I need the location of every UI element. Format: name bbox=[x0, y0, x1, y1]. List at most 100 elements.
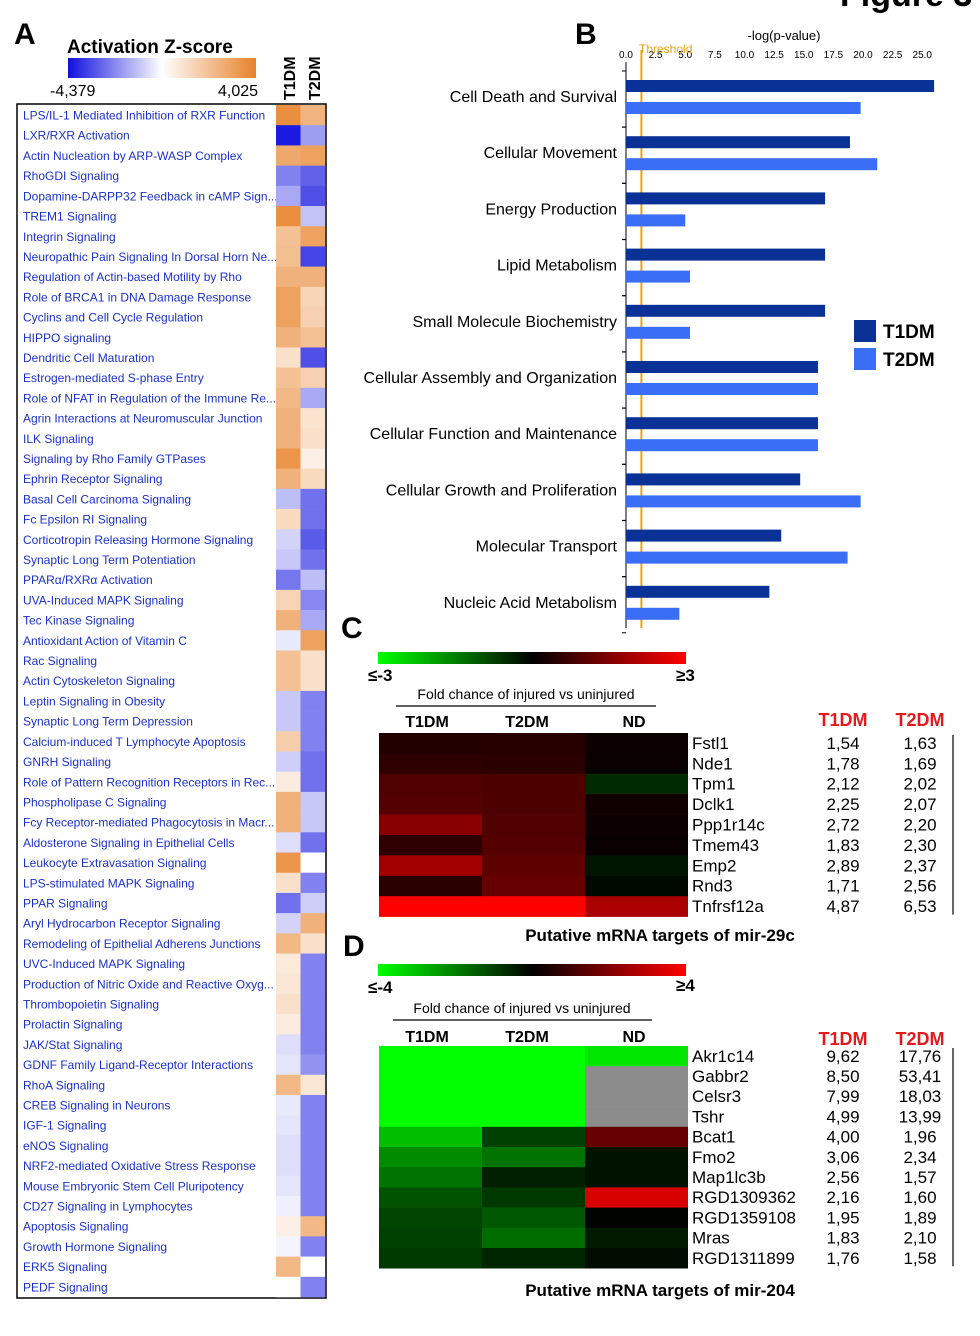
panel-d-cell bbox=[482, 1167, 585, 1188]
panel-b-category-label: Cellular Growth and Proliferation bbox=[386, 482, 617, 499]
panel-c-cell bbox=[585, 875, 688, 897]
panel-a-col-header-t2dm: T2DM bbox=[307, 56, 324, 100]
panel-b: B -log(p-value) 0.0 2.5 5.0 7.5 10.0 12.5 15.0… bbox=[364, 18, 935, 634]
panel-a-pathway-label: CD27 Signaling in Lymphocytes bbox=[23, 1200, 193, 1214]
panel-a-cell bbox=[300, 690, 325, 712]
panel-c-t2dm-value: 1,69 bbox=[903, 754, 936, 773]
panel-d-t2dm-value: 1,58 bbox=[903, 1249, 936, 1268]
panel-b-bar-t1dm bbox=[626, 417, 818, 430]
panel-a-pathway-label: Leukocyte Extravasation Signaling bbox=[23, 856, 206, 870]
panel-b-tick-label: 0.0 bbox=[619, 50, 633, 61]
panel-b-bar-t2dm bbox=[626, 270, 690, 283]
panel-a-scale-title: Activation Z-score bbox=[67, 37, 233, 58]
panel-d-gene-label: RGD1311899 bbox=[692, 1249, 795, 1268]
panel-a-cell bbox=[276, 973, 301, 995]
panel-a-cell bbox=[300, 307, 325, 328]
panel-a-cell bbox=[276, 549, 301, 570]
panel-c-cell bbox=[585, 773, 688, 795]
panel-d-cell bbox=[585, 1187, 688, 1208]
panel-a-cell bbox=[276, 387, 301, 409]
panel-a-cell bbox=[300, 1195, 325, 1217]
panel-a-pathway-label: RhoA Signaling bbox=[23, 1078, 105, 1092]
panel-c-gene-label: Rnd3 bbox=[692, 877, 733, 896]
panel-b-bar-t2dm bbox=[626, 551, 848, 564]
panel-d-cell bbox=[482, 1207, 585, 1229]
panel-a-pathway-label: Remodeling of Epithelial Adherens Juncti… bbox=[23, 937, 260, 951]
panel-a-cell bbox=[276, 812, 301, 833]
panel-d-cell bbox=[585, 1106, 688, 1128]
panel-c: C ≤-3 ≥3 Fold chance of injured vs uninj… bbox=[341, 612, 954, 945]
panel-d-cell bbox=[482, 1126, 585, 1148]
panel-d-gene-label: Celsr3 bbox=[692, 1087, 741, 1106]
panel-a-cell bbox=[276, 468, 301, 490]
panel-d-cell bbox=[482, 1106, 585, 1128]
panel-b-bar-t2dm bbox=[626, 102, 861, 114]
panel-c-cell bbox=[482, 875, 585, 897]
panel-a-cell bbox=[276, 105, 301, 126]
panel-a-cell bbox=[300, 286, 325, 308]
panel-c-scale-min: ≤-3 bbox=[368, 666, 392, 685]
panel-a-cell bbox=[300, 953, 325, 975]
panel-d-cell bbox=[482, 1248, 585, 1269]
panel-a-cell bbox=[276, 852, 301, 874]
panel-d-col-header: T1DM bbox=[405, 1029, 449, 1046]
panel-a-cell bbox=[300, 1094, 325, 1116]
panel-c-t1dm-value: 2,25 bbox=[826, 795, 859, 814]
panel-a-cell bbox=[300, 1256, 325, 1278]
panel-a-pathway-label: TREM1 Signaling bbox=[23, 210, 116, 224]
panel-c-col-header: ND bbox=[622, 714, 645, 731]
panel-b-tick-label: 20.0 bbox=[853, 50, 873, 61]
panel-a-pathway-label: UVC-Induced MAPK Signaling bbox=[23, 957, 185, 971]
panel-a-cell bbox=[300, 1236, 325, 1257]
panel-d-cell bbox=[585, 1046, 688, 1067]
panel-d-heatmap: T1DM T2DM ND Akr1c14 9,62 17,76 Gabbr2 8,50 53,4… bbox=[379, 1029, 954, 1269]
panel-d-cell bbox=[585, 1167, 688, 1188]
panel-d-t1dm-value: 3,06 bbox=[826, 1148, 859, 1167]
panel-d-cell bbox=[379, 1126, 482, 1148]
panel-a-cell bbox=[276, 690, 301, 712]
panel-b-bar-t1dm bbox=[626, 473, 801, 486]
panel-a-pathway-label: Rac Signaling bbox=[23, 654, 97, 668]
panel-c-letter: C bbox=[341, 612, 363, 645]
panel-c-cell bbox=[379, 814, 482, 836]
panel-d-cell bbox=[585, 1227, 688, 1249]
panel-b-bar-t1dm bbox=[626, 248, 826, 261]
panel-a-cell bbox=[276, 529, 301, 550]
panel-b-bar-t2dm bbox=[626, 607, 680, 620]
panel-a-pathway-label: Dendritic Cell Maturation bbox=[23, 351, 154, 365]
panel-d-gene-label: Map1lc3b bbox=[692, 1168, 766, 1187]
panel-a-cell bbox=[276, 408, 301, 429]
panel-a-cell bbox=[276, 266, 301, 288]
panel-c-cell bbox=[585, 814, 688, 836]
panel-d-cell bbox=[379, 1187, 482, 1208]
panel-d-cell bbox=[482, 1227, 585, 1249]
panel-a-pathway-label: Prolactin Signaling bbox=[23, 1018, 122, 1032]
panel-a-cell bbox=[300, 367, 325, 389]
panel-c-cell bbox=[585, 896, 688, 917]
panel-a-cell bbox=[276, 1256, 301, 1278]
panel-b-bar-t1dm bbox=[626, 304, 826, 317]
panel-b-category-label: Nucleic Acid Metabolism bbox=[444, 595, 617, 612]
panel-a-cell bbox=[276, 1175, 301, 1197]
panel-a-cell bbox=[300, 1216, 325, 1237]
panel-b-tick-label: 12.5 bbox=[764, 50, 784, 61]
panel-d-t1dm-value: 1,95 bbox=[826, 1208, 859, 1227]
panel-c-t1dm-value: 2,72 bbox=[826, 816, 859, 835]
panel-a-cell bbox=[276, 1195, 301, 1217]
panel-a-pathway-label: Dopamine-DARPP32 Feedback in cAMP Sign..… bbox=[23, 189, 278, 203]
panel-a-cell bbox=[300, 630, 325, 651]
panel-b-category-label: Cellular Assembly and Organization bbox=[364, 370, 617, 387]
panel-a-cell bbox=[300, 165, 325, 187]
panel-a-pathway-label: NRF2-mediated Oxidative Stress Response bbox=[23, 1159, 256, 1173]
panel-a-cell bbox=[300, 993, 325, 1015]
panel-c-cell bbox=[379, 733, 482, 754]
panel-a-pathway-label: Neuropathic Pain Signaling In Dorsal Hor… bbox=[23, 250, 277, 264]
panel-b-bar-t1dm bbox=[626, 136, 850, 149]
panel-d-t2dm-value: 53,41 bbox=[899, 1067, 942, 1086]
panel-a-cell bbox=[300, 711, 325, 732]
panel-d-cell bbox=[482, 1046, 585, 1067]
panel-c-t2dm-value: 2,30 bbox=[903, 836, 936, 855]
panel-d-subtitle: Fold chance of injured vs uninjured bbox=[413, 1000, 630, 1016]
panel-c-cell bbox=[379, 875, 482, 897]
panel-a-cell bbox=[300, 812, 325, 833]
